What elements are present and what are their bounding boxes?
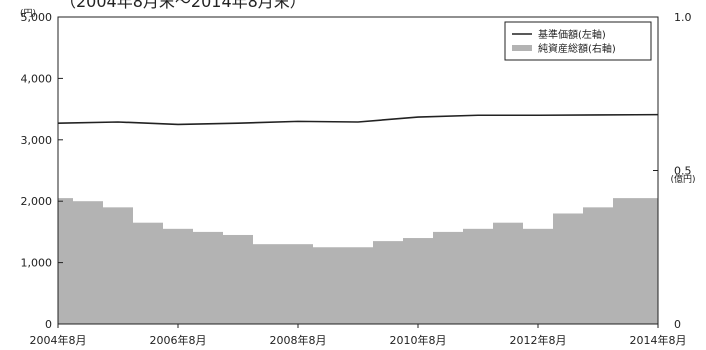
right-axis-tick-label: 0.5 (674, 165, 692, 178)
left-axis-tick-label: 1,000 (21, 257, 53, 270)
net-assets-bar (433, 231, 463, 324)
left-axis-tick-label: 2,000 (21, 195, 53, 208)
x-axis-tick-label: 2004年8月 (30, 333, 87, 347)
net-assets-bar (523, 228, 553, 324)
left-axis: 0 1,000 2,000 3,000 4,000 5,000 (21, 11, 63, 331)
x-axis-tick-label: 2008年8月 (270, 333, 327, 347)
legend-bar-swatch (512, 45, 532, 51)
x-axis: 2004年8月 2006年8月 2008年8月 2010年8月 2012年8月 2014年… (30, 324, 687, 347)
right-axis-unit: (億円) (670, 173, 695, 185)
legend-box (504, 21, 652, 61)
net-assets-bars (58, 198, 658, 324)
net-assets-bar (403, 238, 433, 324)
net-assets-bar (253, 244, 283, 324)
left-axis-tick-label: 5,000 (21, 11, 53, 24)
net-assets-bar (283, 244, 313, 324)
net-assets-bar (373, 241, 403, 324)
left-axis-unit: (円) (20, 8, 36, 19)
net-assets-bar (553, 213, 583, 324)
net-assets-bar (133, 222, 163, 324)
net-assets-bar (103, 207, 133, 324)
right-axis: 0 0.5 1.0 (653, 11, 692, 331)
x-axis-tick-label: 2006年8月 (150, 333, 207, 347)
net-assets-bar (493, 222, 523, 324)
left-axis-tick-label: 0 (45, 318, 52, 331)
x-axis-tick-label: 2010年8月 (390, 333, 447, 347)
legend-label-net-assets: 純資産総額(右軸) (538, 42, 616, 55)
nav-line-layer (57, 113, 659, 126)
legend: 基準価額(左軸) 純資産総額(右軸) (504, 21, 652, 61)
net-assets-bar (313, 247, 343, 324)
net-assets-bar (643, 198, 658, 324)
right-axis-tick-label: 0 (674, 318, 681, 331)
net-assets-bar (223, 234, 253, 324)
net-assets-bar (193, 231, 223, 324)
net-assets-bar (163, 228, 193, 324)
right-axis-tick-label: 1.0 (674, 11, 692, 24)
net-assets-bar (343, 247, 373, 324)
left-axis-tick-label: 4,000 (21, 72, 53, 85)
x-axis-tick-label: 2014年8月 (630, 333, 687, 347)
net-assets-bar (463, 228, 493, 324)
net-assets-bar (73, 201, 103, 324)
legend-label-nav: 基準価額(左軸) (538, 28, 606, 41)
net-assets-bar (613, 198, 643, 324)
net-assets-bar (583, 207, 613, 324)
net-assets-bar (58, 198, 73, 324)
left-axis-tick-label: 3,000 (21, 134, 53, 147)
chart-title: （2004年8月末～2014年8月末） (60, 0, 306, 11)
nav-line (57, 113, 659, 126)
x-axis-tick-label: 2012年8月 (510, 333, 567, 347)
